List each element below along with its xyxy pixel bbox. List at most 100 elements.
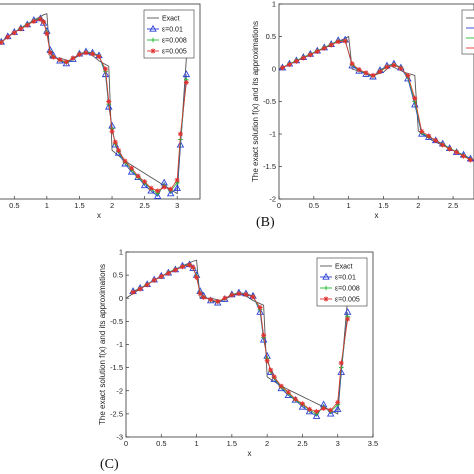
data-point: [338, 360, 344, 366]
y-tick-label: -2: [116, 386, 123, 395]
data-point: [298, 402, 307, 410]
legend-entry: ε=0.008: [335, 286, 360, 293]
data-point: [174, 177, 180, 183]
data-point: [208, 297, 214, 303]
data-point: [5, 34, 11, 40]
y-axis-label: The exact solution f(x) and its approxim…: [251, 21, 260, 182]
data-point: [342, 38, 348, 44]
data-point: [172, 267, 178, 273]
data-point: [363, 70, 369, 76]
x-tick-label: 2.5: [139, 201, 149, 210]
data-point: [101, 70, 110, 78]
data-point: [144, 282, 150, 288]
y-tick-label: -2.5: [110, 409, 123, 418]
data-point: [335, 399, 341, 405]
data-point: [412, 95, 418, 101]
data-point: [106, 99, 112, 104]
y-tick-label: -0.5: [110, 317, 123, 326]
data-point: [182, 70, 191, 78]
data-point: [130, 289, 136, 295]
x-tick-label: 3: [336, 439, 340, 448]
data-point: [161, 184, 167, 190]
data-point: [183, 80, 189, 86]
data-point: [271, 374, 277, 380]
x-axis-label: x: [248, 449, 252, 458]
legend-marker: [150, 37, 156, 43]
data-point: [261, 332, 267, 338]
y-tick-label: 1: [272, 0, 276, 9]
data-point: [215, 298, 221, 304]
data-point: [426, 133, 432, 139]
x-tick-label: 3.5: [368, 439, 378, 448]
y-axis-label: The exact solution f(x) and its approxim…: [98, 264, 107, 425]
data-point: [155, 188, 161, 194]
data-point: [404, 74, 412, 82]
data-point: [229, 292, 235, 298]
data-point: [76, 51, 82, 57]
x-tick-label: 0: [124, 439, 128, 448]
legend-entry: ε=0.005: [335, 297, 360, 304]
data-point: [391, 62, 397, 68]
x-tick-label: 1.5: [74, 201, 84, 210]
x-tick-label: 2: [110, 201, 114, 210]
x-axis-label: x: [97, 211, 101, 220]
data-point: [116, 147, 122, 153]
series-layer: [0, 13, 191, 199]
data-point: [468, 157, 474, 163]
data-point: [243, 292, 249, 298]
panel-b: 0 0.5 1 1.5 2 2.5 1 0.5 0 -0.5 -1 -1.5 -2 x The exact …: [251, 0, 474, 220]
data-point: [41, 19, 47, 25]
legend-marker: [323, 285, 329, 291]
y-tick-label: -0.5: [263, 97, 276, 106]
data-point: [306, 406, 312, 412]
legend-entry: Exact: [335, 264, 353, 271]
data-point: [256, 307, 264, 315]
data-point: [165, 270, 171, 276]
data-point: [96, 54, 102, 60]
data-point: [236, 291, 242, 297]
legend-marker: [150, 48, 156, 54]
legend-entry: ε=0.005: [162, 49, 187, 56]
data-point: [293, 58, 299, 64]
legend-marker: [149, 24, 157, 32]
data-point: [190, 264, 196, 270]
data-point: [328, 407, 334, 413]
data-point: [176, 140, 185, 148]
legend-entry: Exact: [162, 16, 180, 23]
data-point: [158, 274, 164, 280]
data-point: [47, 50, 53, 56]
x-tick-label: 1: [45, 201, 49, 210]
legend-marker: [323, 296, 329, 302]
data-point: [285, 389, 291, 395]
data-point: [166, 189, 175, 197]
y-tick-label: -1: [269, 130, 276, 139]
data-point: [349, 61, 355, 67]
y-tick-label: 0.5: [113, 271, 123, 280]
x-tick-label: 1: [194, 439, 198, 448]
data-point: [135, 173, 141, 179]
y-tick-label: -2: [269, 195, 276, 204]
data-point: [0, 39, 4, 45]
data-point: [109, 128, 115, 134]
data-point: [278, 383, 284, 389]
x-tick-label: 2: [265, 439, 269, 448]
data-point: [11, 30, 17, 36]
legend-entry: ε=0.008: [162, 38, 187, 45]
data-point: [321, 405, 327, 411]
data-point: [321, 45, 327, 51]
data-point: [173, 184, 181, 191]
data-point: [345, 316, 351, 322]
data-point: [50, 54, 56, 60]
data-point: [343, 307, 352, 315]
y-tick-label: -3: [116, 433, 123, 442]
x-tick-label: 1.5: [378, 201, 388, 210]
data-point: [201, 294, 207, 300]
data-point: [122, 158, 128, 164]
data-point: [111, 140, 120, 148]
y-tick-label: -1.5: [263, 162, 276, 171]
data-point: [326, 409, 335, 417]
data-point: [112, 139, 118, 145]
data-point: [419, 128, 425, 134]
data-point: [179, 264, 185, 270]
data-point: [187, 262, 193, 268]
